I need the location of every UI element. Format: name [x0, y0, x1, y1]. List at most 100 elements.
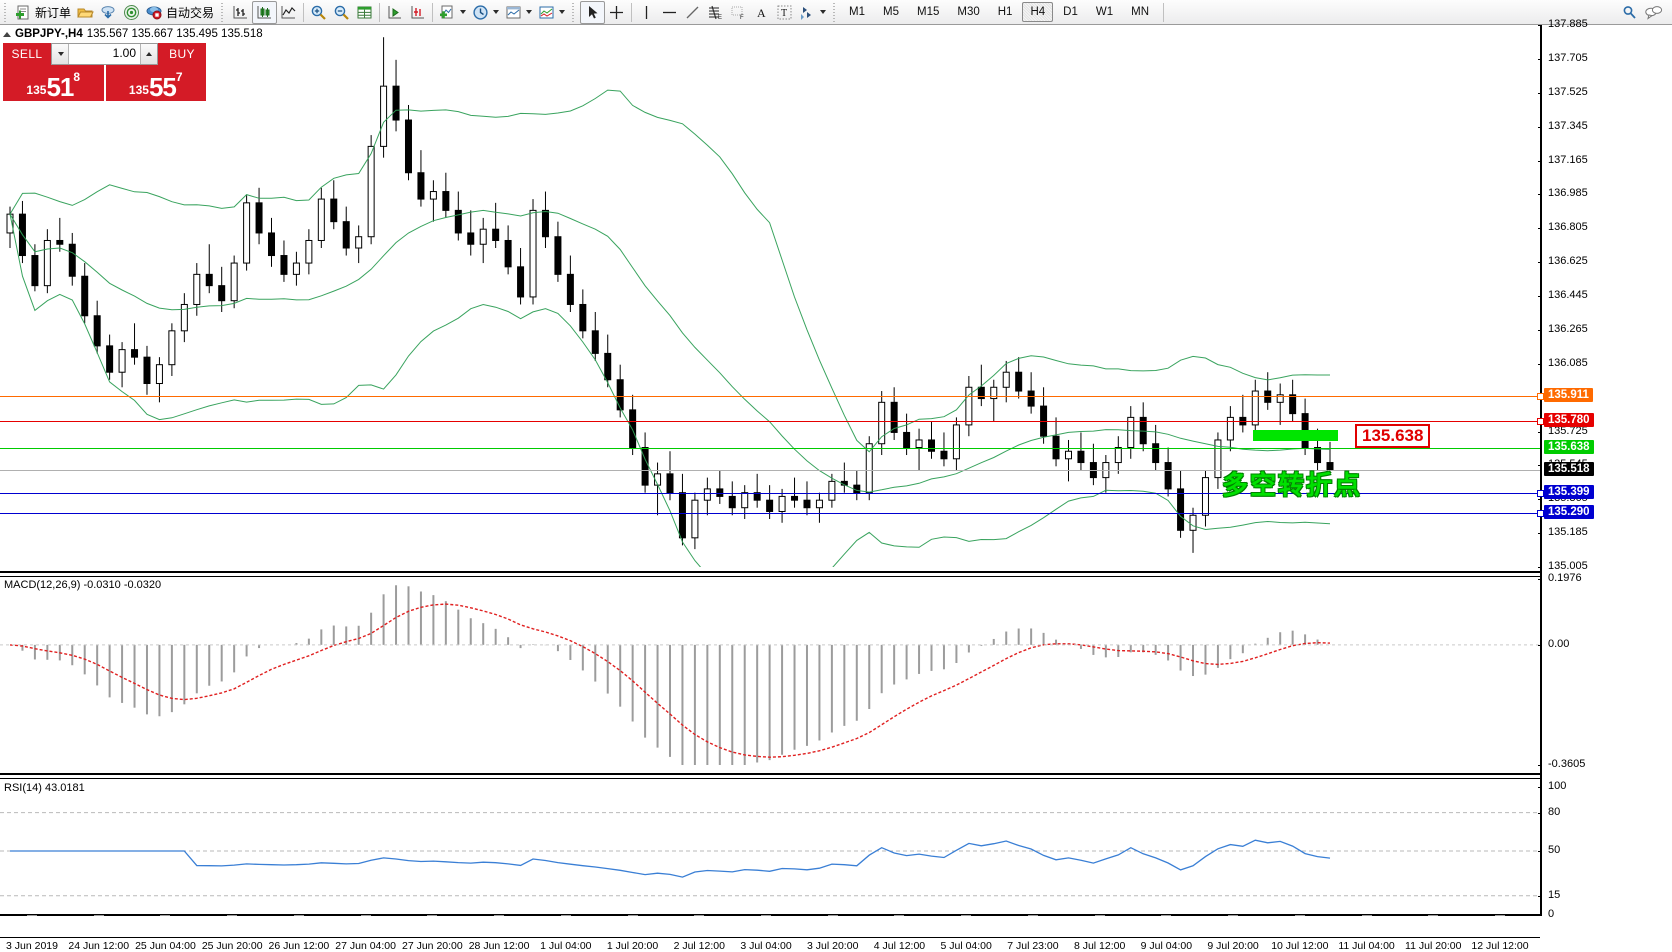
period-button[interactable]	[469, 1, 502, 24]
time-tick	[761, 915, 771, 916]
timeframe-d1[interactable]: D1	[1063, 6, 1078, 18]
rsi-pane[interactable]	[0, 787, 1540, 915]
price-level-tag-blue-level[interactable]: 135.399	[1544, 484, 1594, 499]
price-level-line-last-price[interactable]	[0, 470, 1540, 472]
search-button[interactable]	[1618, 1, 1641, 24]
folder-button[interactable]	[74, 1, 97, 24]
candlestick-chart-button[interactable]	[252, 0, 278, 24]
price-level-line-green-level[interactable]	[0, 447, 1540, 449]
indicators-button[interactable]	[436, 1, 469, 24]
new-order-label: 新订单	[35, 5, 72, 20]
price-level-tag-green-level[interactable]: 135.638	[1544, 439, 1594, 454]
price-level-tag-blue-level[interactable]: 135.290	[1544, 505, 1594, 520]
bar-chart-icon	[232, 4, 249, 21]
toolbar-grip-3[interactable]	[571, 2, 578, 22]
auto-scroll-button[interactable]	[406, 1, 429, 24]
chevron-down-icon-2[interactable]	[493, 10, 500, 14]
price-level-line-blue-level[interactable]	[0, 489, 1544, 497]
price-tick: 136.805	[1538, 221, 1588, 233]
timeframe-h1[interactable]: H1	[997, 6, 1013, 18]
download-button[interactable]	[97, 1, 120, 24]
annotation-text[interactable]: 多空转折点	[1222, 470, 1363, 500]
price-axis-rule	[1540, 25, 1542, 915]
volume-increment-button[interactable]	[140, 44, 157, 64]
chevron-down-icon-3[interactable]	[526, 10, 533, 14]
volume-value[interactable]: 1.00	[112, 46, 136, 60]
toolbar-grip-2[interactable]	[220, 2, 227, 22]
cursor-button[interactable]	[580, 0, 606, 24]
price-callout[interactable]: 135.638	[1355, 424, 1431, 448]
chevron-down-icon[interactable]	[460, 10, 467, 14]
timeframe-m30[interactable]: M30	[957, 6, 980, 18]
line-chart-button[interactable]	[277, 1, 300, 24]
timeframe-w1[interactable]: W1	[1095, 6, 1114, 18]
one-click-trading-panel[interactable]: SELL 1.00 BUY 135 51 8 135 55 7	[3, 43, 206, 101]
timeframe-h4[interactable]: H4	[1022, 2, 1054, 22]
buy-button[interactable]: BUY	[158, 43, 206, 65]
level-handle[interactable]	[1537, 418, 1544, 426]
price-level-line-orange-level[interactable]	[0, 393, 1544, 401]
crosshair-button[interactable]	[605, 1, 628, 24]
time-label: 12 Jul 12:00	[1471, 940, 1529, 952]
buy-price-prefix: 135	[128, 83, 149, 97]
zoom-out-button[interactable]	[330, 1, 353, 24]
level-handle[interactable]	[1537, 510, 1544, 518]
shapes-button[interactable]	[796, 1, 829, 24]
bar-chart-button[interactable]	[229, 1, 252, 24]
templates-button[interactable]	[502, 1, 535, 24]
green-highlight-rectangle[interactable]	[1253, 430, 1338, 441]
text-label-button[interactable]: T	[773, 1, 796, 24]
chart-properties-button[interactable]	[535, 1, 568, 24]
period-icon	[472, 4, 489, 21]
trendline-button[interactable]	[681, 1, 704, 24]
price-axis[interactable]: 137.885 137.705 137.525 137.345 137.165 136.9…	[1537, 18, 1672, 920]
time-tick	[160, 915, 171, 916]
level-handle[interactable]	[1537, 489, 1544, 497]
chat-button[interactable]	[1641, 1, 1664, 24]
grid-button[interactable]	[353, 1, 376, 24]
buy-price-display[interactable]: 135 55 7	[105, 65, 206, 101]
time-tick	[827, 915, 838, 916]
toolbar-separator-4	[631, 2, 633, 22]
rsi-tick: 0	[1537, 908, 1554, 920]
new-order-button[interactable]: 新订单	[12, 1, 74, 24]
sell-button[interactable]: SELL	[3, 43, 51, 65]
macd-pane[interactable]	[0, 579, 1540, 765]
fibonacci-button[interactable]: E	[704, 1, 727, 24]
price-level-line-red-level[interactable]	[0, 418, 1544, 426]
text-label-icon: T	[776, 4, 793, 21]
text-button[interactable]: A	[750, 1, 773, 24]
time-axis[interactable]: 3 Jun 2019 24 Jun 12:00 25 Jun 04:00 25 Jun…	[0, 915, 1540, 952]
signal-button[interactable]	[120, 1, 143, 24]
volume-field[interactable]: 1.00	[51, 43, 158, 65]
chevron-down-icon-5[interactable]	[820, 10, 827, 14]
channel-button[interactable]: F	[727, 1, 750, 24]
price-level-tag-orange-level[interactable]: 135.911	[1544, 388, 1593, 403]
timeframe-m15[interactable]: M15	[917, 6, 940, 18]
volume-decrement-button[interactable]	[52, 44, 69, 64]
chart-area[interactable]: MACD(12,26,9) -0.0310 -0.0320 RSI(14) 43…	[0, 18, 1672, 952]
timeframe-m5[interactable]: M5	[883, 6, 899, 18]
shift-end-button[interactable]	[383, 1, 406, 24]
timeframe-mn[interactable]: MN	[1131, 6, 1149, 18]
toolbar-grip-4[interactable]	[832, 2, 839, 22]
buy-price-sup: 7	[175, 70, 183, 84]
time-label: 11 Jul 20:00	[1405, 940, 1462, 952]
horizontal-line-button[interactable]	[658, 1, 681, 24]
vertical-line-button[interactable]	[635, 1, 658, 24]
toolbar-separator-3	[432, 2, 434, 22]
rsi-tick: 15	[1537, 889, 1560, 901]
zoom-out-icon	[333, 4, 350, 21]
timeframe-m1[interactable]: M1	[849, 6, 866, 18]
level-handle[interactable]	[1537, 393, 1544, 401]
chevron-down-icon-4[interactable]	[559, 10, 566, 14]
price-level-tag-last-price[interactable]: 135.518	[1544, 462, 1594, 477]
price-level-line-blue-level[interactable]	[0, 510, 1544, 518]
price-level-tag-red-level[interactable]: 135.780	[1544, 413, 1594, 428]
zoom-in-button[interactable]	[307, 1, 330, 24]
sell-price-display[interactable]: 135 51 8	[3, 65, 106, 101]
toolbar-grip[interactable]	[3, 2, 9, 22]
price-pane[interactable]	[0, 25, 1544, 567]
collapse-icon[interactable]	[3, 31, 11, 37]
autotrade-button[interactable]: 自动交易	[143, 1, 217, 24]
